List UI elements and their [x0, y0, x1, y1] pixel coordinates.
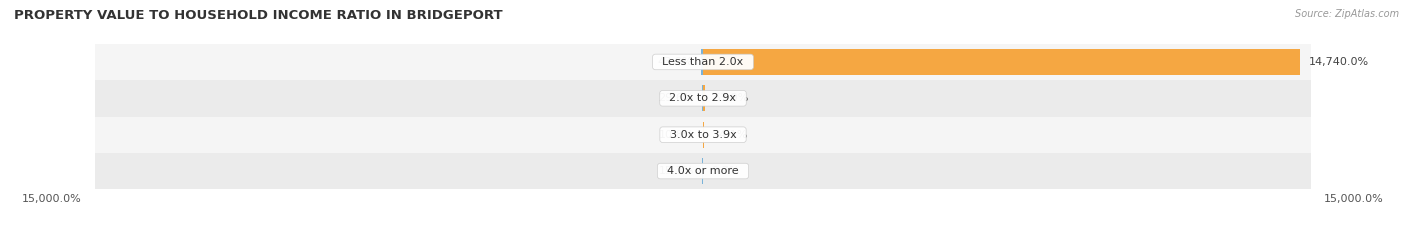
Bar — [96, 116, 1310, 153]
Text: PROPERTY VALUE TO HOUSEHOLD INCOME RATIO IN BRIDGEPORT: PROPERTY VALUE TO HOUSEHOLD INCOME RATIO… — [14, 9, 503, 22]
Text: 53.9%: 53.9% — [713, 93, 748, 103]
Text: Source: ZipAtlas.com: Source: ZipAtlas.com — [1295, 9, 1399, 19]
Bar — [703, 49, 1301, 75]
Text: 4.0x or more: 4.0x or more — [661, 166, 745, 176]
Text: 9.7%: 9.7% — [711, 166, 740, 176]
Text: 14,740.0%: 14,740.0% — [1309, 57, 1368, 67]
Text: 29.6%: 29.6% — [658, 93, 693, 103]
Text: 15,000.0%: 15,000.0% — [1324, 194, 1384, 204]
Bar — [702, 49, 703, 75]
Text: 43.9%: 43.9% — [658, 57, 693, 67]
Text: 10.8%: 10.8% — [659, 130, 695, 140]
Bar — [96, 153, 1310, 189]
Text: Less than 2.0x: Less than 2.0x — [655, 57, 751, 67]
Bar — [96, 44, 1310, 80]
Text: 15,000.0%: 15,000.0% — [22, 194, 82, 204]
Text: 3.0x to 3.9x: 3.0x to 3.9x — [662, 130, 744, 140]
Bar — [96, 80, 1310, 116]
Text: 2.0x to 2.9x: 2.0x to 2.9x — [662, 93, 744, 103]
Text: 15.7%: 15.7% — [659, 166, 695, 176]
Text: 34.1%: 34.1% — [713, 130, 748, 140]
Bar — [703, 85, 706, 111]
